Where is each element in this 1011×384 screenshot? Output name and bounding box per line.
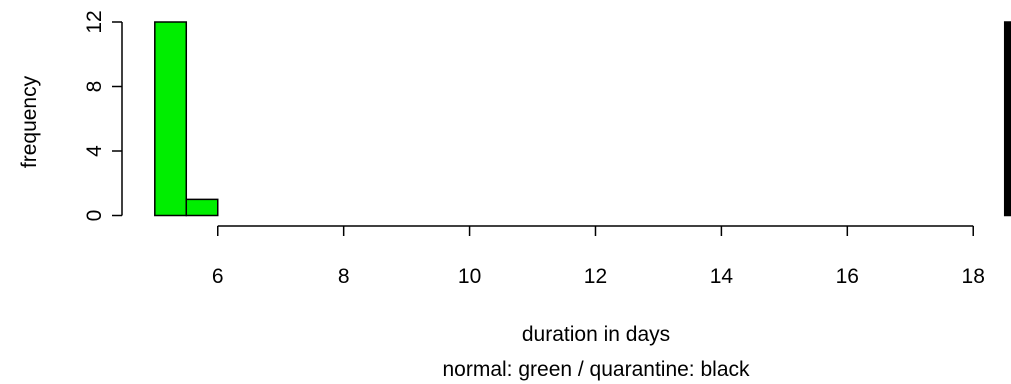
histogram-bar-quarantine-0 <box>1003 21 1011 217</box>
histogram-bar-normal-1 <box>185 198 219 217</box>
y-tick-label: 0 <box>83 210 106 222</box>
y-axis-title: frequency <box>18 75 41 168</box>
x-axis-title: duration in days <box>522 323 670 346</box>
x-ticks: 6 8 10 12 14 16 18 <box>212 226 985 288</box>
x-tick-label: 6 <box>212 265 224 288</box>
x-tick-label: 18 <box>962 265 985 288</box>
x-tick-label: 10 <box>458 265 481 288</box>
y-ticks: 0 4 8 12 <box>83 10 122 221</box>
histogram-bar-normal-0 <box>154 21 188 217</box>
x-tick-label: 14 <box>710 265 734 288</box>
y-axis: 0 4 8 12 <box>83 10 123 221</box>
plot-area <box>154 21 1011 217</box>
x-axis: 6 8 10 12 14 16 18 <box>212 225 985 288</box>
x-tick-label: 16 <box>836 265 859 288</box>
x-tick-label: 12 <box>584 265 607 288</box>
y-tick-label: 8 <box>83 81 106 93</box>
chart-subtitle: normal: green / quarantine: black <box>442 358 750 381</box>
y-tick-label: 4 <box>83 145 106 157</box>
y-tick-label: 12 <box>83 10 106 33</box>
x-tick-label: 8 <box>338 265 350 288</box>
